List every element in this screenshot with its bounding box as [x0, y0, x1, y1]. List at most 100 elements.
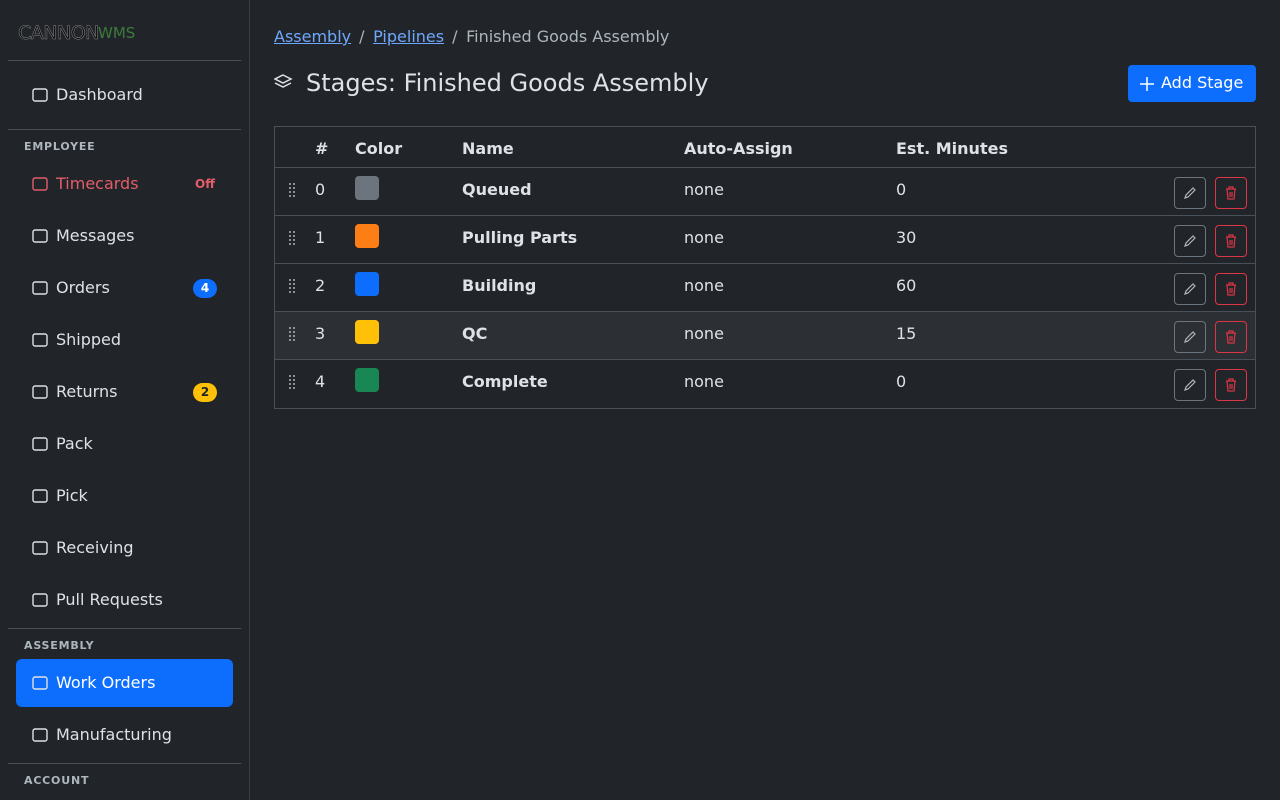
divider	[8, 628, 241, 629]
logo-suffix: WMS	[98, 24, 136, 42]
nav-item[interactable]: Work Orders	[16, 659, 233, 707]
nav-label: Dashboard	[56, 85, 143, 104]
divider	[8, 763, 241, 764]
divider	[8, 129, 241, 130]
nav-badge: 4	[193, 279, 217, 298]
table-row: 4 Complete none 0	[275, 359, 1255, 408]
delete-button[interactable]	[1215, 369, 1247, 401]
nav-label: Pull Requests	[56, 590, 163, 609]
nav-label: Receiving	[56, 538, 134, 557]
nav-label: Timecards	[56, 174, 139, 193]
icon	[1184, 283, 1196, 295]
icon	[32, 385, 48, 399]
icon	[32, 88, 48, 102]
nav-label: Messages	[56, 226, 135, 245]
breadcrumb-separator: /	[359, 27, 365, 46]
stage-index: 2	[315, 276, 326, 295]
est-minutes: 0	[896, 180, 907, 199]
page-title: Stages: Finished Goods Assembly	[306, 69, 709, 97]
icon	[1226, 282, 1236, 296]
icon	[32, 676, 48, 690]
nav-badge: 2	[193, 383, 217, 402]
stage-index: 4	[315, 372, 326, 391]
add-stage-button[interactable]: Add Stage	[1128, 65, 1256, 102]
column-header: Est. Minutes	[896, 139, 1008, 158]
nav-label: Pack	[56, 434, 93, 453]
stage-index: 1	[315, 228, 326, 247]
auto-assign: none	[684, 276, 724, 295]
nav-item[interactable]: Returns 2	[16, 368, 233, 416]
nav-item[interactable]: Pack	[16, 420, 233, 468]
icon	[289, 327, 295, 341]
icon	[32, 437, 48, 451]
est-minutes: 0	[896, 372, 907, 391]
nav-item[interactable]: Timecards Off	[16, 160, 233, 208]
stage-index: 3	[315, 324, 326, 343]
icon	[1184, 235, 1196, 247]
auto-assign: none	[684, 228, 724, 247]
color-swatch	[355, 176, 379, 200]
sidebar: CANNON WMS Dashboard EMPLOYEE Timecards Off Me…	[0, 0, 250, 800]
icon	[32, 728, 48, 742]
icon	[32, 489, 48, 503]
est-minutes: 30	[896, 228, 917, 247]
table-row: 0 Queued none 0	[275, 167, 1255, 216]
breadcrumb-item: Finished Goods Assembly	[466, 27, 670, 46]
section-heading: ACCOUNT	[24, 774, 90, 787]
delete-button[interactable]	[1215, 321, 1247, 353]
breadcrumb-separator: /	[452, 27, 458, 46]
color-swatch	[355, 224, 379, 248]
nav-label: Returns	[56, 382, 118, 401]
add-stage-label: Add Stage	[1161, 73, 1244, 92]
nav-item[interactable]: Dashboard	[16, 71, 233, 119]
stage-index: 0	[315, 180, 326, 199]
nav-item[interactable]: Orders 4	[16, 264, 233, 312]
table-row: 1 Pulling Parts none 30	[275, 215, 1255, 264]
stage-name: Queued	[462, 180, 532, 199]
icon	[1184, 187, 1196, 199]
icon	[32, 281, 48, 295]
nav-label: Pick	[56, 486, 88, 505]
edit-button[interactable]	[1174, 369, 1206, 401]
edit-button[interactable]	[1174, 177, 1206, 209]
edit-button[interactable]	[1174, 321, 1206, 353]
icon	[274, 74, 293, 88]
logo-brand: CANNON	[18, 22, 100, 45]
icon	[289, 279, 295, 293]
nav-item[interactable]: Pull Requests	[16, 576, 233, 624]
column-header: #	[315, 139, 329, 158]
delete-button[interactable]	[1215, 225, 1247, 257]
icon	[32, 541, 48, 555]
est-minutes: 15	[896, 324, 917, 343]
icon	[32, 593, 48, 607]
icon	[289, 231, 295, 245]
delete-button[interactable]	[1215, 177, 1247, 209]
divider	[8, 60, 241, 61]
nav-item[interactable]: Messages	[16, 212, 233, 260]
icon	[289, 183, 295, 197]
edit-button[interactable]	[1174, 225, 1206, 257]
est-minutes: 60	[896, 276, 917, 295]
color-swatch	[355, 368, 379, 392]
stage-name: Building	[462, 276, 537, 295]
icon	[1140, 77, 1154, 91]
nav-item[interactable]: Receiving	[16, 524, 233, 572]
nav-label: Shipped	[56, 330, 122, 349]
edit-button[interactable]	[1174, 273, 1206, 305]
nav-item[interactable]: Manufacturing	[16, 711, 233, 759]
breadcrumb-item[interactable]: Assembly	[274, 27, 352, 46]
table-row: 2 Building none 60	[275, 263, 1255, 312]
delete-button[interactable]	[1215, 273, 1247, 305]
nav-label: Orders	[56, 278, 110, 297]
nav-badge: Off	[195, 177, 215, 191]
breadcrumb-item[interactable]: Pipelines	[373, 27, 445, 46]
icon	[1226, 186, 1236, 200]
section-heading: EMPLOYEE	[24, 140, 96, 153]
nav-item[interactable]: Pick	[16, 472, 233, 520]
auto-assign: none	[684, 180, 724, 199]
table-row: 3 QC none 15	[275, 311, 1255, 360]
stage-name: QC	[462, 324, 488, 343]
nav-item[interactable]: Shipped	[16, 316, 233, 364]
icon	[289, 375, 295, 389]
